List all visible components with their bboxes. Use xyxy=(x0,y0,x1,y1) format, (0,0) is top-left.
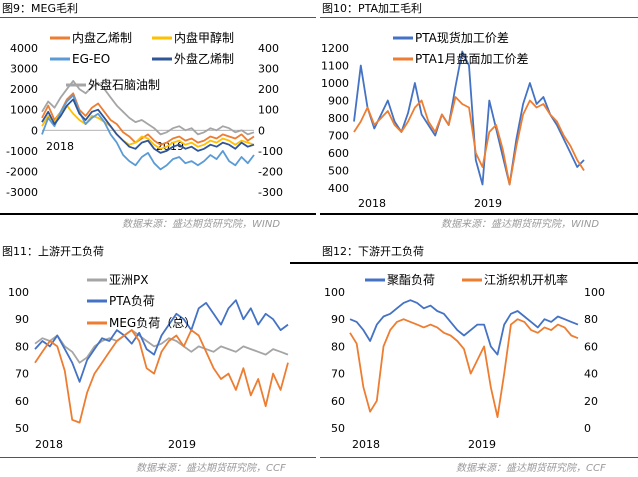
fig11-ytick-left: 70 xyxy=(15,368,29,381)
fig12-ytick-right: 60 xyxy=(584,340,598,353)
fig9-ytick-left: -3000 xyxy=(6,186,38,199)
fig12-ytick-right: 0 xyxy=(584,422,591,435)
fig11-ytick-left: 60 xyxy=(15,395,29,408)
fig11-series-line-2 xyxy=(34,329,289,424)
fig10-xtick: 2018 xyxy=(358,197,386,210)
fig11-series-line-1 xyxy=(34,299,289,383)
fig12-xtick: 2018 xyxy=(352,438,380,451)
fig9-ytick-right: 400 xyxy=(258,42,279,55)
fig11-ytick-left: 100 xyxy=(8,286,29,299)
fig12-legend-label-1: 江浙织机开机率 xyxy=(484,272,568,287)
fig10-ytick-left: 1200 xyxy=(321,42,349,55)
fig9-series-line-2 xyxy=(41,94,255,171)
fig12-ytick-left: 70 xyxy=(331,368,345,381)
bottom-rule-left xyxy=(0,457,316,458)
fig12-series-line-0 xyxy=(349,299,579,356)
fig10-ytick-left: 1100 xyxy=(321,60,349,73)
fig12-xtick: 2019 xyxy=(468,438,496,451)
fig9-series-line-1 xyxy=(41,104,255,150)
fig12-ytick-right: 80 xyxy=(584,313,598,326)
fig9-ytick-right: -200 xyxy=(258,165,283,178)
fig9-top-rule xyxy=(0,17,316,18)
fig9-legend-label-3: 外盘乙烯制 xyxy=(174,51,234,66)
fig11-title: 图11：上游开工负荷 xyxy=(2,245,104,258)
fig10-series-line-1 xyxy=(353,96,585,186)
source-top-right: 数据来源：盛达期货研究院，WIND xyxy=(441,219,600,230)
fig9-series-line-3 xyxy=(41,98,255,154)
fig12-ytick-left: 60 xyxy=(331,395,345,408)
fig12-ytick-right: 20 xyxy=(584,395,598,408)
fig9-title: 图9：MEG毛利 xyxy=(2,2,78,15)
fig9-legend-label-1: 内盘甲醇制 xyxy=(174,30,234,45)
source-bottom-right: 数据来源：盛达期货研究院，CCF xyxy=(456,463,606,474)
fig10-ytick-left: 800 xyxy=(328,112,349,125)
fig9-ytick-right: -100 xyxy=(258,145,283,158)
bottom-rule-right xyxy=(320,457,638,458)
fig11-legend-label-1: PTA负荷 xyxy=(109,294,155,308)
fig11-xtick: 2019 xyxy=(168,438,196,451)
fig9-legend-label-4: 外盘石脑油制 xyxy=(88,77,160,92)
fig9-ytick-right: 0 xyxy=(258,124,265,137)
fig10-ytick-left: 900 xyxy=(328,95,349,108)
top-bottom-rule-right xyxy=(320,213,638,215)
fig10-title: 图10：PTA加工毛利 xyxy=(322,2,423,15)
fig12-ytick-left: 50 xyxy=(331,422,345,435)
fig9-ytick-right: -300 xyxy=(258,186,283,199)
fig11-legend-label-2: MEG负荷（总） xyxy=(109,316,196,330)
fig10-top-rule xyxy=(320,17,638,18)
top-bottom-rule-left xyxy=(0,213,316,215)
fig11-xtick: 2018 xyxy=(35,438,63,451)
fig9-ytick-left: -2000 xyxy=(6,165,38,178)
source-bottom-left: 数据来源：盛达期货研究院，CCF xyxy=(136,463,286,474)
fig11-legend-label-0: 亚洲PX xyxy=(109,273,148,287)
fig11-ytick-left: 80 xyxy=(15,340,29,353)
fig10-ytick-left: 500 xyxy=(328,165,349,178)
fig10-legend-label-1: PTA1月盘面加工价差 xyxy=(415,51,528,66)
fig9-ytick-right: 100 xyxy=(258,104,279,117)
fig12-ytick-right: 40 xyxy=(584,368,598,381)
fig11-ytick-left: 90 xyxy=(15,313,29,326)
fig10-ytick-left: 600 xyxy=(328,147,349,160)
source-top-left: 数据来源：盛达期货研究院，WIND xyxy=(122,219,281,230)
fig9-legend-label-2: EG-EO xyxy=(72,52,110,66)
fig9-ytick-left: 1000 xyxy=(10,104,38,117)
fig12-legend-label-0: 聚酯负荷 xyxy=(387,273,435,287)
fig10-xtick: 2019 xyxy=(474,197,502,210)
fig12-ytick-left: 90 xyxy=(331,313,345,326)
fig9-ytick-left: 2000 xyxy=(10,83,38,96)
fig10-ytick-left: 400 xyxy=(328,182,349,195)
fig10-series-line-0 xyxy=(353,50,585,186)
fig9-ytick-right: 300 xyxy=(258,63,279,76)
fig11-ytick-left: 50 xyxy=(15,422,29,435)
fig9-legend-label-0: 内盘乙烯制 xyxy=(72,30,132,45)
fig12-top-rule xyxy=(290,262,638,264)
fig10-ytick-left: 1000 xyxy=(321,77,349,90)
fig10-legend-label-0: PTA现货加工价差 xyxy=(415,30,509,45)
fig9-ytick-left: 4000 xyxy=(10,42,38,55)
fig9-xtick: 2018 xyxy=(46,140,74,153)
fig11-series-line-0 xyxy=(34,329,289,364)
fig12-series-line-1 xyxy=(349,318,579,419)
fig12-ytick-left: 80 xyxy=(331,340,345,353)
fig12-ytick-right: 100 xyxy=(584,286,605,299)
fig9-ytick-left: 3000 xyxy=(10,63,38,76)
fig9-ytick-left: -1000 xyxy=(6,145,38,158)
fig12-ytick-left: 100 xyxy=(324,286,345,299)
fig10-ytick-left: 700 xyxy=(328,130,349,143)
fig9-ytick-right: 200 xyxy=(258,83,279,96)
fig9-ytick-left: 0 xyxy=(31,124,38,137)
fig12-title: 图12：下游开工负荷 xyxy=(322,245,424,258)
